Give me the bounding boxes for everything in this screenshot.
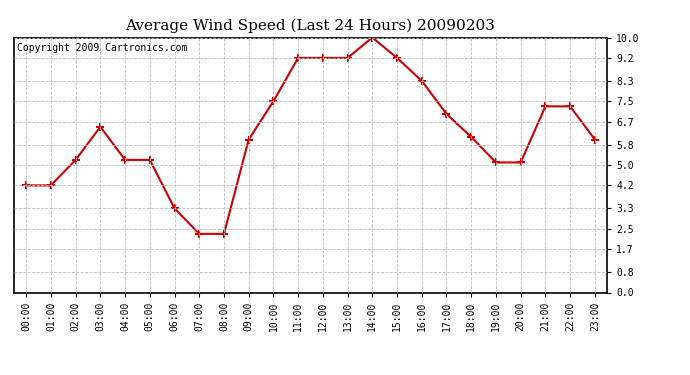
Text: Copyright 2009 Cartronics.com: Copyright 2009 Cartronics.com	[17, 43, 187, 52]
Text: Average Wind Speed (Last 24 Hours) 20090203: Average Wind Speed (Last 24 Hours) 20090…	[126, 19, 495, 33]
